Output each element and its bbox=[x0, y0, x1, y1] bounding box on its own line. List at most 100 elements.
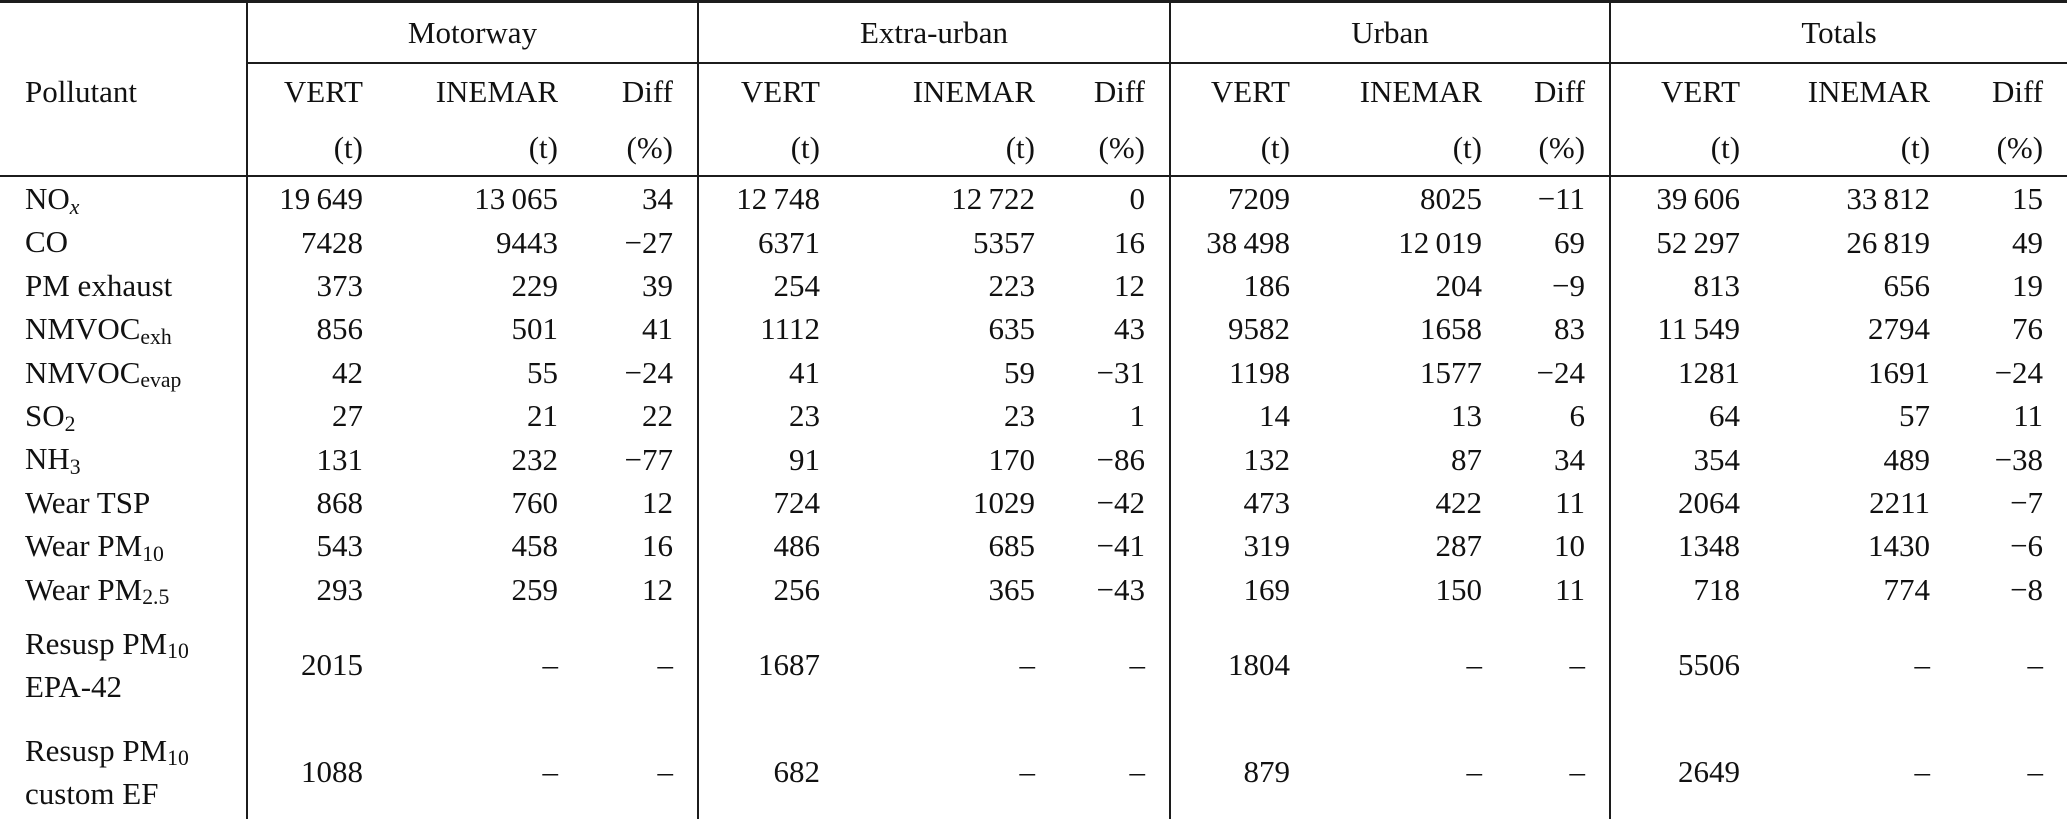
value-cell: 41 bbox=[642, 311, 673, 347]
value-cell: 422 bbox=[1435, 484, 1483, 520]
value-cell: – bbox=[1934, 718, 2067, 819]
value-cell: 543 bbox=[246, 524, 367, 568]
value-cell: −24 bbox=[1536, 354, 1586, 390]
value-cell: 256 bbox=[697, 567, 824, 611]
value-cell: 52 297 bbox=[1609, 220, 1745, 264]
value-cell: 373 bbox=[246, 263, 367, 308]
value-cell: 169 bbox=[1169, 567, 1294, 611]
table-row: Resusp PM10 EPA-42 2015– –1687– –1804– –5506–… bbox=[0, 610, 2067, 719]
unit-label-tonnes: (t) bbox=[246, 119, 367, 177]
value-cell: 12 bbox=[1114, 267, 1145, 303]
value-cell: 12 748 bbox=[697, 176, 824, 221]
value-cell: 11 bbox=[1555, 571, 1586, 607]
value-cell: – bbox=[1914, 647, 1931, 683]
value-cell: 2649 bbox=[1609, 718, 1745, 819]
value-cell: – bbox=[824, 718, 1039, 819]
value-cell: 27 bbox=[246, 393, 367, 438]
value-cell: 21 bbox=[527, 398, 558, 434]
value-cell: 458 bbox=[511, 528, 559, 564]
pollutant-label: NMVOCexh bbox=[25, 311, 172, 349]
pollutant-label: SO2 bbox=[25, 397, 76, 436]
value-cell: 131 bbox=[246, 437, 367, 481]
value-cell: 10 bbox=[1554, 528, 1586, 564]
value-cell: – bbox=[1294, 718, 1486, 819]
table-row: NMVOCevap 42 55 −24 41 59 −31 1198 1577 −24 1281 16… bbox=[0, 350, 2067, 394]
value-cell: 685 bbox=[988, 528, 1036, 564]
value-cell: – bbox=[562, 718, 698, 819]
value-cell: −7 bbox=[2010, 484, 2044, 520]
value-cell: 6371 bbox=[697, 220, 824, 264]
value-cell: 34 bbox=[642, 181, 673, 217]
column-header-diff: Diff bbox=[1533, 74, 1586, 109]
value-cell: 22 bbox=[642, 398, 673, 434]
value-cell: 489 bbox=[1883, 441, 1931, 477]
value-cell: 868 bbox=[246, 480, 367, 525]
value-cell: 41 bbox=[697, 350, 824, 394]
value-cell: 1658 bbox=[1420, 311, 1482, 347]
unit-label-percent: (%) bbox=[1486, 119, 1611, 177]
value-cell: 2794 bbox=[1868, 311, 1931, 347]
value-cell: 760 bbox=[511, 484, 559, 520]
value-cell: 1 bbox=[1129, 398, 1146, 434]
value-cell: 87 bbox=[1451, 441, 1482, 477]
unit-label-tonnes: (t) bbox=[824, 119, 1039, 177]
column-header-inemar: INEMAR bbox=[435, 74, 558, 109]
value-cell: 365 bbox=[988, 571, 1036, 607]
value-cell: 1088 bbox=[246, 718, 367, 819]
column-header-diff: Diff bbox=[1991, 74, 2044, 109]
value-cell: 19 bbox=[2012, 267, 2044, 303]
table-row: PM exhaust 373 229 39 254 223 12 186 204 −9 813 656… bbox=[0, 263, 2067, 308]
value-cell: 473 bbox=[1169, 480, 1294, 525]
value-cell: – bbox=[2027, 647, 2044, 683]
value-cell: 2211 bbox=[1869, 484, 1931, 520]
unit-label-tonnes: (t) bbox=[697, 119, 824, 177]
table-row: CO 7428 9443 −27 6371 5357 16 38 498 12 019 69 52 … bbox=[0, 220, 2067, 264]
pollutant-label: NH3 bbox=[25, 441, 81, 480]
value-cell: 879 bbox=[1169, 718, 1294, 819]
value-cell: 11 bbox=[1555, 484, 1586, 520]
value-cell: 76 bbox=[2012, 311, 2044, 347]
value-cell: 774 bbox=[1883, 571, 1931, 607]
unit-label-tonnes: (t) bbox=[1609, 119, 1745, 177]
value-cell: 2064 bbox=[1609, 480, 1745, 525]
value-cell: 856 bbox=[246, 307, 367, 351]
group-header-urban: Urban bbox=[1168, 0, 1611, 64]
column-header-inemar: INEMAR bbox=[1807, 74, 1931, 109]
group-header-extra-urban: Extra-urban bbox=[697, 0, 1170, 64]
unit-label-percent: (%) bbox=[1039, 119, 1170, 177]
value-cell: −24 bbox=[1994, 354, 2044, 390]
value-cell: 12 bbox=[642, 484, 673, 520]
value-cell: 1430 bbox=[1868, 528, 1931, 564]
column-header-diff: Diff bbox=[1093, 74, 1145, 109]
group-header-row: Motorway Extra-urban Urban Totals bbox=[0, 0, 2067, 64]
value-cell: 254 bbox=[697, 263, 824, 308]
value-cell: −11 bbox=[1537, 181, 1586, 217]
value-cell: 59 bbox=[1004, 354, 1035, 390]
value-cell: 11 549 bbox=[1609, 307, 1745, 351]
pollutant-label: Wear TSP bbox=[25, 484, 151, 520]
value-cell: 287 bbox=[1435, 528, 1483, 564]
group-header-spacer bbox=[0, 0, 247, 63]
value-cell: 12 019 bbox=[1398, 224, 1482, 260]
value-cell: 49 bbox=[2012, 224, 2044, 260]
value-cell: 42 bbox=[246, 350, 367, 394]
value-cell: −42 bbox=[1096, 484, 1145, 520]
unit-label-tonnes: (t) bbox=[1744, 119, 1935, 177]
value-cell: 19 649 bbox=[246, 176, 367, 221]
table-row: Wear PM2.5 293 259 12 256 365 −43 169 150 11 718 77… bbox=[0, 567, 2067, 611]
value-cell: – bbox=[542, 647, 559, 683]
value-cell: 12 bbox=[642, 571, 673, 607]
value-cell: 23 bbox=[1004, 398, 1035, 434]
value-cell: 170 bbox=[988, 441, 1036, 477]
value-cell: 501 bbox=[511, 311, 559, 347]
pollutant-label: Resusp PM10 custom EF bbox=[0, 718, 247, 819]
value-cell: 91 bbox=[697, 437, 824, 481]
table-row: NOx 19 649 13 065 34 12 748 12 722 0 7209 8025 −1… bbox=[0, 176, 2067, 221]
value-cell: 83 bbox=[1554, 311, 1586, 347]
value-cell: 1577 bbox=[1420, 354, 1482, 390]
value-cell: 1804 bbox=[1169, 610, 1294, 719]
value-cell: – bbox=[1039, 718, 1170, 819]
value-cell: −38 bbox=[1994, 441, 2044, 477]
value-cell: −27 bbox=[624, 224, 673, 260]
